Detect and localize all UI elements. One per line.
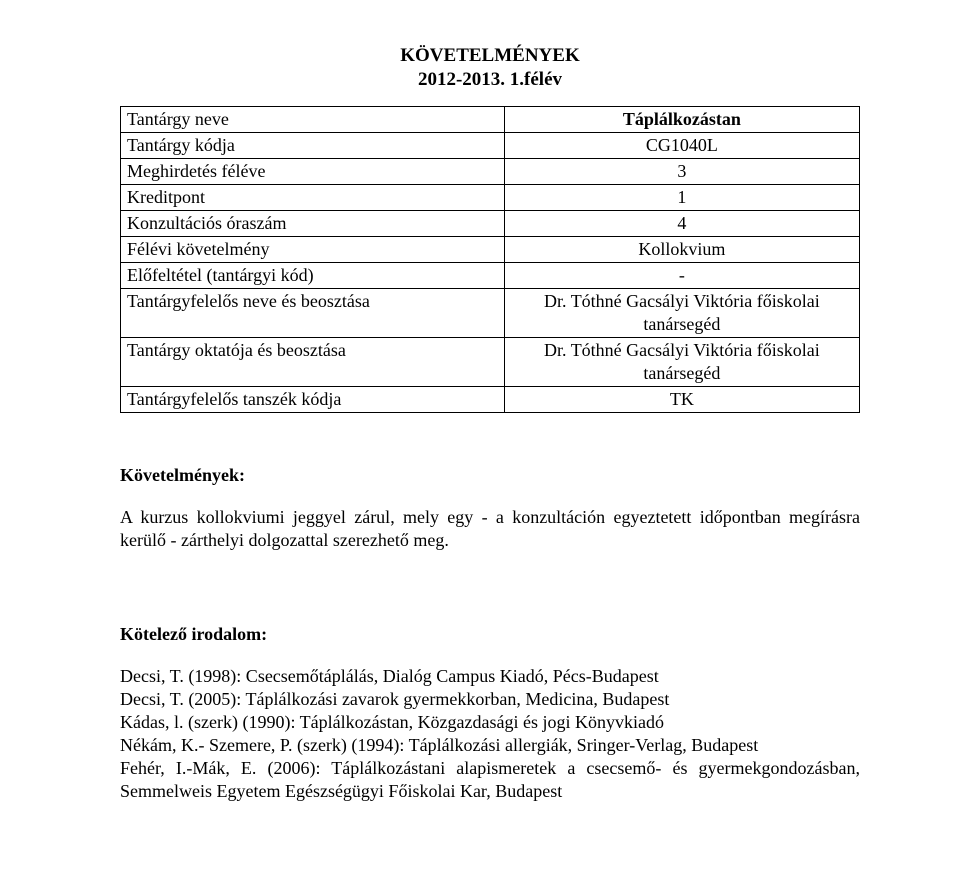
table-label-cell: Kreditpont: [121, 184, 505, 210]
table-label-cell: Tantárgyfelelős tanszék kódja: [121, 386, 505, 412]
table-value-cell: -: [504, 262, 859, 288]
table-label-cell: Tantárgy oktatója és beosztása: [121, 337, 505, 386]
bibliography-entry: Kádas, l. (szerk) (1990): Táplálkozástan…: [120, 711, 860, 734]
table-row: Félévi követelményKollokvium: [121, 236, 860, 262]
table-value-cell: 3: [504, 158, 859, 184]
table-value-cell: 1: [504, 184, 859, 210]
table-row: Előfeltétel (tantárgyi kód)-: [121, 262, 860, 288]
table-value-cell: Táplálkozástan: [504, 106, 859, 132]
bibliography-heading: Kötelező irodalom:: [120, 624, 860, 645]
table-label-cell: Konzultációs óraszám: [121, 210, 505, 236]
table-value-cell: Dr. Tóthné Gacsályi Viktória főiskolai t…: [504, 337, 859, 386]
table-row: Tantárgy oktatója és beosztásaDr. Tóthné…: [121, 337, 860, 386]
bibliography-entry: Decsi, T. (1998): Csecsemőtáplálás, Dial…: [120, 665, 860, 688]
table-row: Tantárgy kódjaCG1040L: [121, 132, 860, 158]
table-row: Tantárgyfelelős tanszék kódjaTK: [121, 386, 860, 412]
requirements-heading: Követelmények:: [120, 465, 860, 486]
table-value-cell: Dr. Tóthné Gacsályi Viktória főiskolai t…: [504, 288, 859, 337]
bibliography-entry: Nékám, K.- Szemere, P. (szerk) (1994): T…: [120, 734, 860, 757]
table-label-cell: Előfeltétel (tantárgyi kód): [121, 262, 505, 288]
table-row: Meghirdetés féléve3: [121, 158, 860, 184]
table-value-cell: TK: [504, 386, 859, 412]
table-label-cell: Tantárgy neve: [121, 106, 505, 132]
bibliography-entry: Decsi, T. (2005): Táplálkozási zavarok g…: [120, 688, 860, 711]
table-row: Tantárgy neveTáplálkozástan: [121, 106, 860, 132]
table-label-cell: Tantárgyfelelős neve és beosztása: [121, 288, 505, 337]
header-line-2: 2012-2013. 1.félév: [120, 68, 860, 92]
table-value-cell: Kollokvium: [504, 236, 859, 262]
table-row: Tantárgyfelelős neve és beosztásaDr. Tót…: [121, 288, 860, 337]
requirements-text: A kurzus kollokviumi jeggyel zárul, mely…: [120, 506, 860, 552]
course-info-table: Tantárgy neveTáplálkozástanTantárgy kódj…: [120, 106, 860, 413]
document-header: KÖVETELMÉNYEK 2012-2013. 1.félév: [120, 44, 860, 92]
table-label-cell: Meghirdetés féléve: [121, 158, 505, 184]
table-label-cell: Tantárgy kódja: [121, 132, 505, 158]
bibliography-list: Decsi, T. (1998): Csecsemőtáplálás, Dial…: [120, 665, 860, 803]
table-row: Konzultációs óraszám4: [121, 210, 860, 236]
bibliography-entry: Fehér, I.-Mák, E. (2006): Táplálkozástan…: [120, 757, 860, 803]
table-label-cell: Félévi követelmény: [121, 236, 505, 262]
header-line-1: KÖVETELMÉNYEK: [120, 44, 860, 68]
table-value-cell: 4: [504, 210, 859, 236]
table-row: Kreditpont1: [121, 184, 860, 210]
table-value-cell: CG1040L: [504, 132, 859, 158]
page: KÖVETELMÉNYEK 2012-2013. 1.félév Tantárg…: [0, 0, 960, 843]
